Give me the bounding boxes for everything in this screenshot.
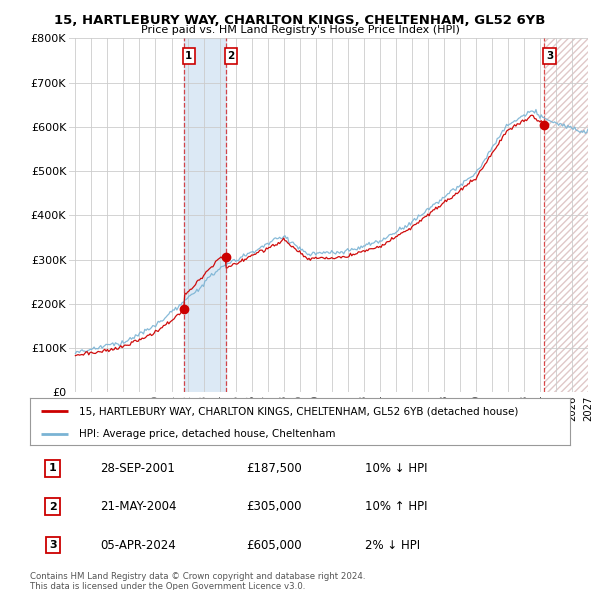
Text: £605,000: £605,000 [246,539,302,552]
Text: This data is licensed under the Open Government Licence v3.0.: This data is licensed under the Open Gov… [30,582,305,590]
Text: HPI: Average price, detached house, Cheltenham: HPI: Average price, detached house, Chel… [79,429,335,438]
Text: 10% ↑ HPI: 10% ↑ HPI [365,500,427,513]
Bar [544,38,588,392]
Text: Contains HM Land Registry data © Crown copyright and database right 2024.: Contains HM Land Registry data © Crown c… [30,572,365,581]
Text: £187,500: £187,500 [246,462,302,475]
Text: 2: 2 [227,51,235,61]
Text: £305,000: £305,000 [246,500,302,513]
Text: 2% ↓ HPI: 2% ↓ HPI [365,539,420,552]
Text: 1: 1 [49,464,56,473]
Text: 3: 3 [546,51,553,61]
Text: 2: 2 [49,502,56,512]
Text: 15, HARTLEBURY WAY, CHARLTON KINGS, CHELTENHAM, GL52 6YB: 15, HARTLEBURY WAY, CHARLTON KINGS, CHEL… [55,14,545,27]
Bar [184,38,226,392]
Text: 21-MAY-2004: 21-MAY-2004 [100,500,176,513]
Text: 1: 1 [185,51,193,61]
Text: Price paid vs. HM Land Registry's House Price Index (HPI): Price paid vs. HM Land Registry's House … [140,25,460,35]
Text: 15, HARTLEBURY WAY, CHARLTON KINGS, CHELTENHAM, GL52 6YB (detached house): 15, HARTLEBURY WAY, CHARLTON KINGS, CHEL… [79,407,518,417]
Text: 28-SEP-2001: 28-SEP-2001 [100,462,175,475]
Text: 3: 3 [49,540,56,550]
Text: 10% ↓ HPI: 10% ↓ HPI [365,462,427,475]
Text: 05-APR-2024: 05-APR-2024 [100,539,176,552]
